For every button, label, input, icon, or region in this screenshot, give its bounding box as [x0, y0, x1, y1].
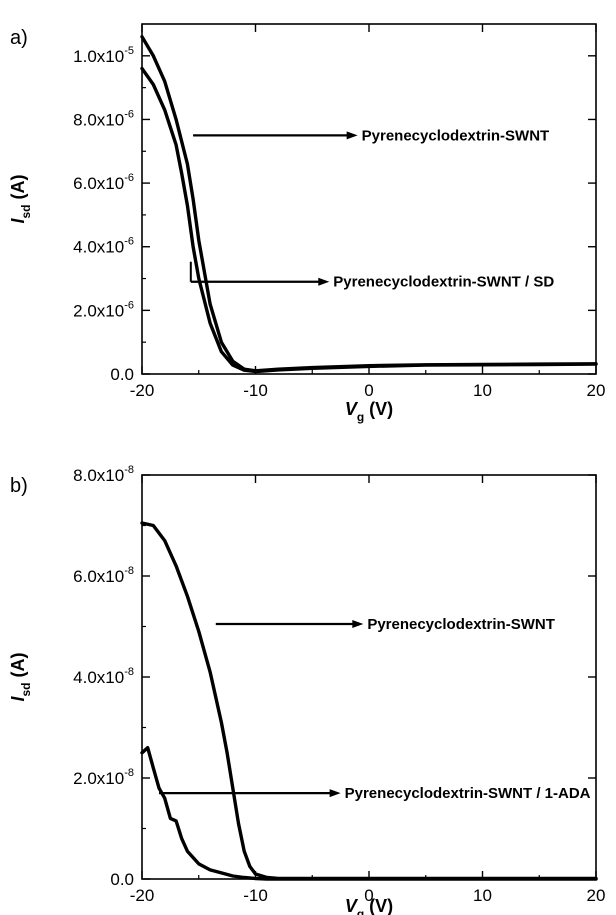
- panel-a-chart: a)-20 -10 0 10 200.02.0x10-64.0x10-66.0x10-6…: [8, 23, 606, 424]
- panel-b-x-axis-symbol: V: [345, 896, 359, 915]
- panel-a-y-tick-label: 6.0x10-6: [73, 172, 134, 193]
- panel-b-panel-label: b): [10, 475, 28, 497]
- panel-b-x-tick-label: 10: [473, 886, 492, 905]
- panel-b-y-tick-label: 8.0x10-8: [73, 464, 134, 485]
- panel-b-x-axis-subscript: g: [357, 907, 364, 915]
- panel-b-y-tick-label: 4.0x10-8: [73, 666, 134, 687]
- panel-a-x-axis-title: Vg (V): [345, 399, 393, 424]
- panel-b-x-axis-title: Vg (V): [345, 896, 393, 915]
- panel-b-y-tick-mantissa: 8.0x10: [73, 466, 124, 485]
- panel-a-y-tick-mantissa: 6.0x10: [73, 174, 124, 193]
- panel-b-y-tick-label: 2.0x10-8: [73, 767, 134, 788]
- panel-a-y-tick-mantissa: 2.0x10: [73, 301, 124, 320]
- panel-b-y-tick-mantissa: 0.0: [110, 870, 134, 889]
- panel-a-x-tick-label: 0: [364, 381, 373, 400]
- panel-b-y-axis-title: Isd (A): [8, 652, 33, 701]
- panel-a-series-line-2: [140, 66, 598, 374]
- panel-b-chart: b)-20 -10 0 10 200.02.0x10-84.0x10-86.0x10-8…: [8, 464, 605, 915]
- panel-b-y-axis-unit: (A): [8, 652, 28, 682]
- panel-b-y-axis-subscript: sd: [19, 682, 33, 696]
- panel-a-y-tick-exponent: -6: [124, 236, 134, 248]
- panel-a-y-tick-exponent: -6: [124, 108, 134, 120]
- panel-b-y-tick-exponent: -8: [124, 767, 134, 779]
- panel-a-x-tick-label: 20: [587, 381, 606, 400]
- panel-a-y-tick-exponent: -5: [124, 45, 134, 57]
- panel-a-y-tick-exponent: -6: [124, 172, 134, 184]
- panel-a-x-tick-label: -10: [243, 381, 268, 400]
- panel-a-annotation-label-2: Pyrenecyclodextrin-SWNT / SD: [333, 274, 554, 291]
- panel-a-y-axis-symbol: I: [8, 218, 28, 224]
- panel-a-x-axis-subscript: g: [357, 410, 364, 424]
- panel-a-y-tick-label: 2.0x10-6: [73, 299, 134, 320]
- panel-a-y-tick-label: 1.0x10-5: [73, 45, 134, 66]
- panel-a-y-tick-mantissa: 0.0: [110, 365, 134, 384]
- panel-a-annotation-arrowhead: [318, 277, 330, 286]
- panel-b-y-tick-mantissa: 6.0x10: [73, 567, 124, 586]
- panel-a-x-tick-label: 10: [473, 381, 492, 400]
- panel-b-x-axis-unit: (V): [364, 896, 393, 915]
- panel-b-x-tick-label: -10: [243, 886, 268, 905]
- panel-a-y-tick-mantissa: 8.0x10: [73, 110, 124, 129]
- panel-b-series-line-2: [140, 746, 598, 881]
- panel-a-annotation-arrowhead: [346, 131, 358, 140]
- panel-a-y-tick-label: 4.0x10-6: [73, 236, 134, 257]
- panel-b-x-tick-label: -20: [130, 886, 155, 905]
- panel-b-y-tick-mantissa: 2.0x10: [73, 769, 124, 788]
- panel-a-y-axis-title: Isd (A): [8, 174, 33, 223]
- panel-b-x-tick-label: 20: [587, 886, 606, 905]
- panel-b-y-tick-mantissa: 4.0x10: [73, 668, 124, 687]
- panel-b-y-tick-exponent: -8: [124, 565, 134, 577]
- panel-b-annotation-label-2: Pyrenecyclodextrin-SWNT / 1-ADA: [345, 785, 591, 802]
- panel-a-y-axis-subscript: sd: [19, 204, 33, 218]
- panel-a-x-axis-symbol: V: [345, 399, 359, 419]
- panel-a-y-tick-label: 8.0x10-6: [73, 108, 134, 129]
- panel-a-y-tick-label: 0.0: [110, 365, 134, 384]
- panel-b-annotation-label-1: Pyrenecyclodextrin-SWNT: [367, 616, 555, 633]
- panel-b-annotation-arrowhead: [329, 789, 341, 798]
- panel-a-panel-label: a): [10, 27, 28, 49]
- panel-b-y-tick-label: 0.0: [110, 870, 134, 889]
- panel-a-x-axis-unit: (V): [364, 399, 393, 419]
- panel-a-y-tick-mantissa: 1.0x10: [73, 47, 124, 66]
- panel-b-annotation-arrowhead: [352, 619, 364, 628]
- panel-b-series-line-1: [140, 521, 598, 881]
- panel-a-annotation-label-1: Pyrenecyclodextrin-SWNT: [362, 127, 550, 144]
- panel-a-y-axis-unit: (A): [8, 174, 28, 204]
- panel-b-y-tick-exponent: -8: [124, 666, 134, 678]
- panel-a-y-tick-exponent: -6: [124, 299, 134, 311]
- panel-a-x-tick-label: -20: [130, 381, 155, 400]
- panel-b-y-axis-symbol: I: [8, 696, 28, 702]
- panel-a-y-tick-mantissa: 4.0x10: [73, 238, 124, 257]
- panel-b-y-tick-label: 6.0x10-8: [73, 565, 134, 586]
- panel-b-x-tick-label: 0: [364, 886, 373, 905]
- panel-b-y-tick-exponent: -8: [124, 464, 134, 476]
